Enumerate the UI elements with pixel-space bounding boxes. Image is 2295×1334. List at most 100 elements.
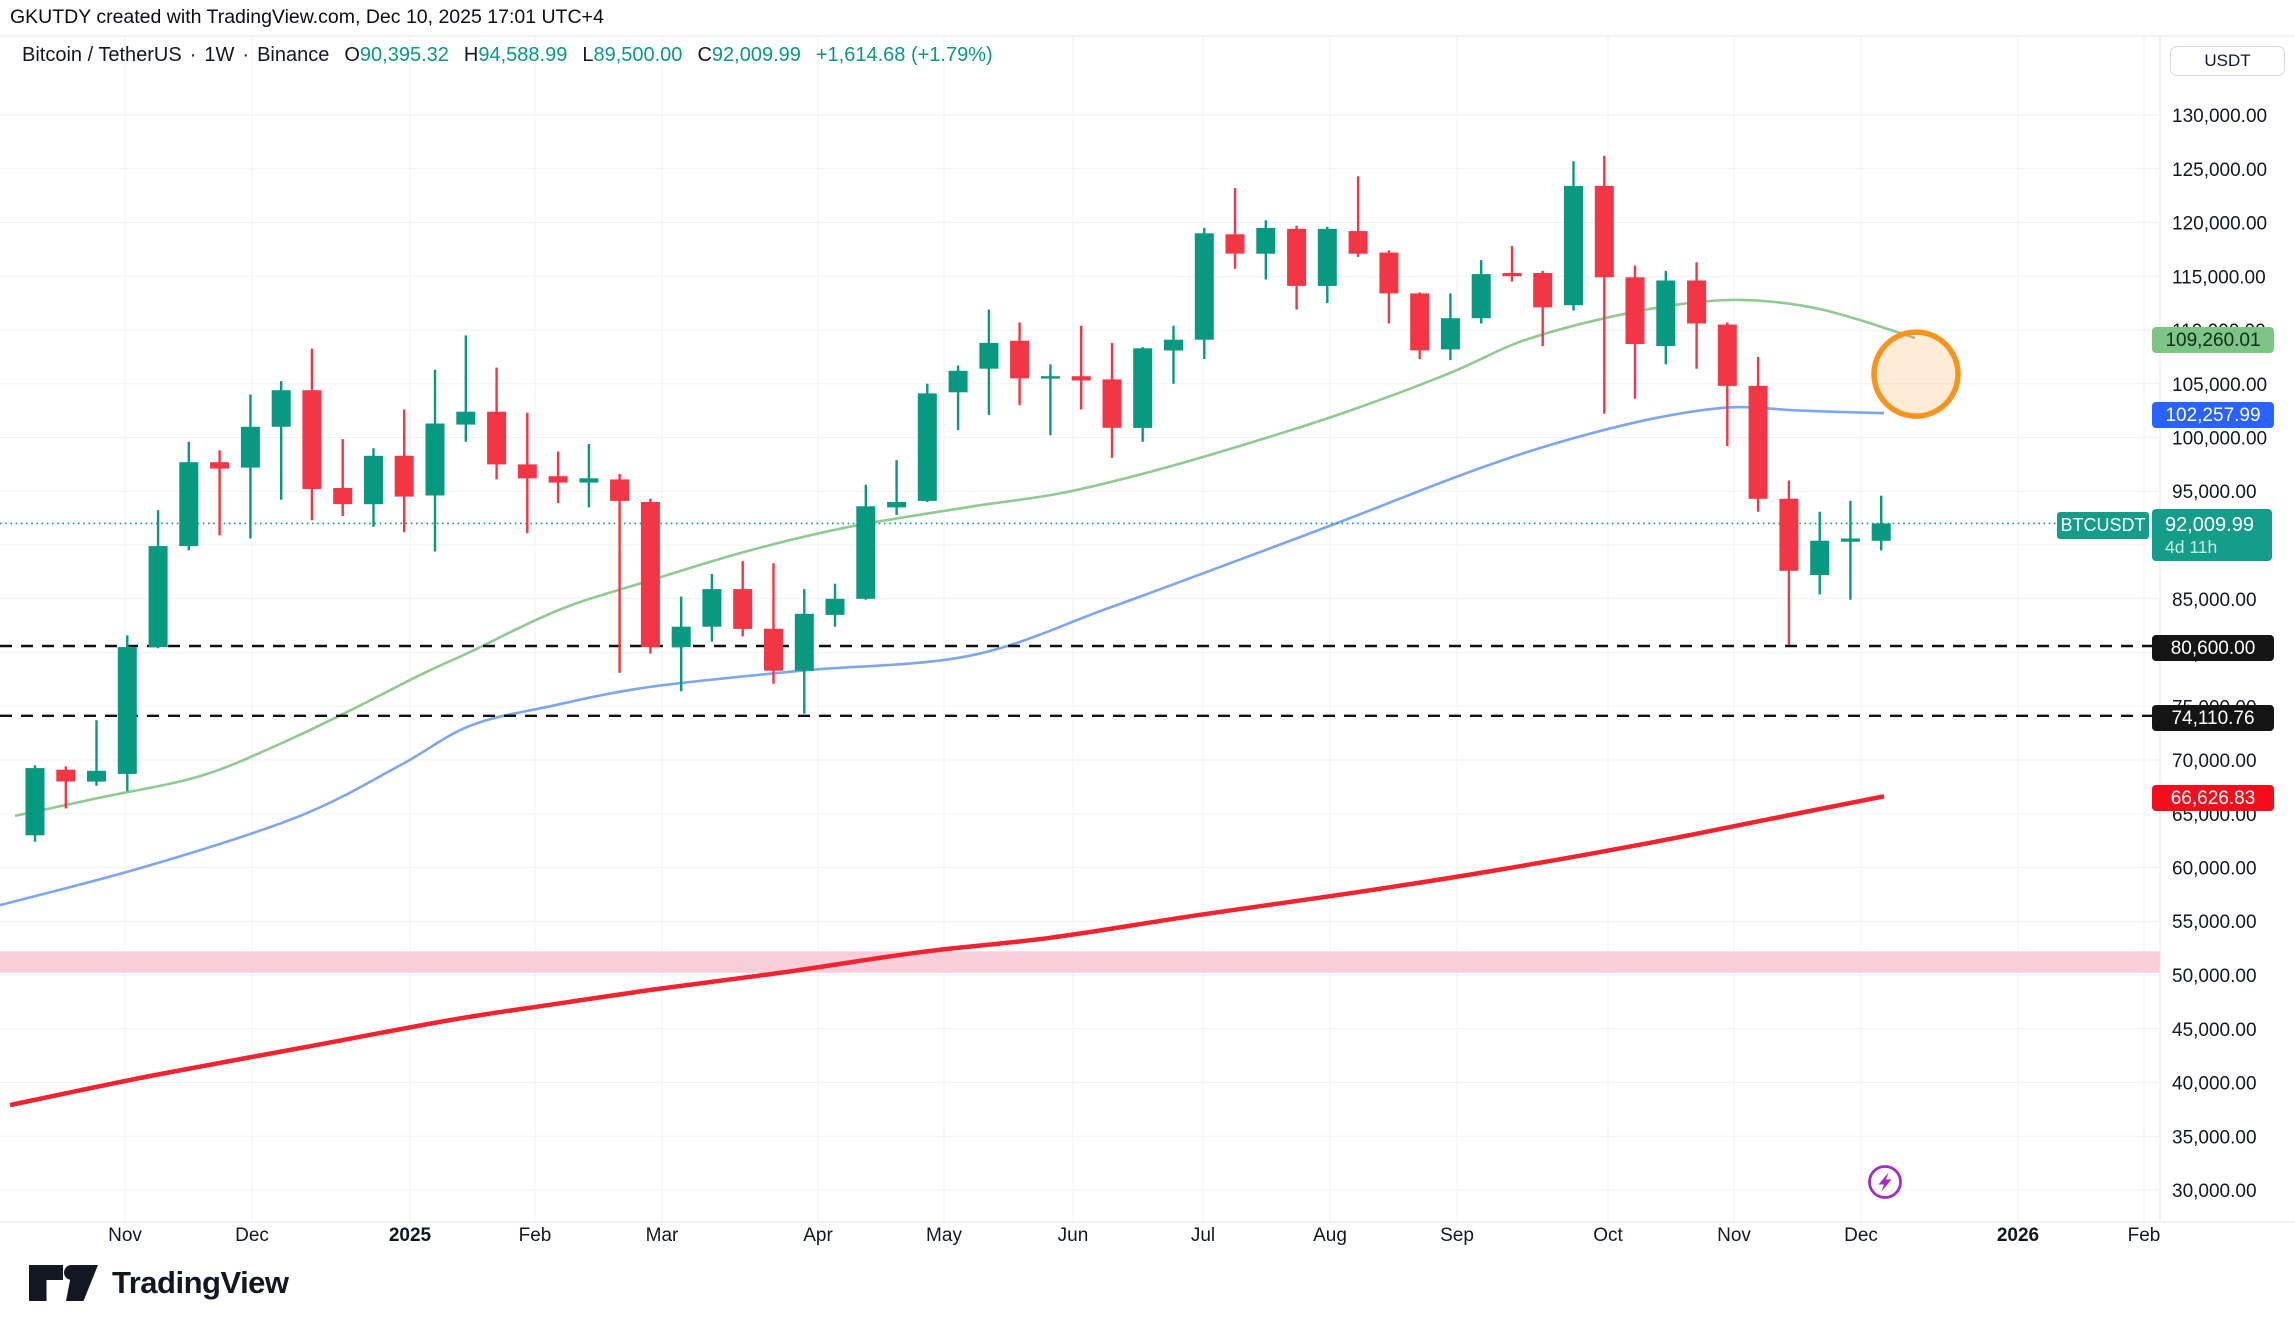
candles-layer [25, 155, 1891, 842]
candle [1225, 234, 1245, 254]
candle [1102, 379, 1122, 428]
svg-text:Jul: Jul [1191, 1225, 1215, 1246]
candle [56, 769, 76, 782]
candle [1440, 318, 1460, 350]
tradingview-logo[interactable]: TradingView [28, 1262, 289, 1304]
exchange-label: Binance [257, 44, 330, 66]
svg-text:Sep: Sep [1440, 1225, 1474, 1246]
attribution-text: GKUTDY created with TradingView.com, Dec… [10, 6, 604, 28]
svg-text:130,000.00: 130,000.00 [2172, 106, 2267, 127]
candle [333, 488, 353, 505]
svg-text:100,000.00: 100,000.00 [2172, 429, 2267, 450]
symbol-tag: BTCUSDT [2057, 512, 2149, 539]
candle [1071, 376, 1091, 381]
svg-text:55,000.00: 55,000.00 [2172, 912, 2257, 933]
svg-text:Dec: Dec [1844, 1225, 1878, 1246]
pink-zone-band [0, 951, 2160, 973]
svg-text:40,000.00: 40,000.00 [2172, 1074, 2257, 1095]
candle [1256, 227, 1276, 254]
candle [425, 423, 445, 496]
svg-text:Nov: Nov [1717, 1225, 1751, 1246]
candle [1317, 228, 1337, 286]
flash-icon [1868, 1165, 1902, 1199]
candle [979, 342, 999, 369]
ma-green-price-label: 109,260.01 [2152, 327, 2274, 353]
svg-text:Aug: Aug [1313, 1225, 1347, 1246]
candle [825, 598, 845, 615]
svg-text:Feb: Feb [2128, 1225, 2161, 1246]
svg-text:115,000.00: 115,000.00 [2172, 267, 2266, 288]
svg-text:2025: 2025 [389, 1225, 432, 1246]
svg-text:35,000.00: 35,000.00 [2172, 1127, 2257, 1148]
svg-text:60,000.00: 60,000.00 [2172, 859, 2257, 880]
candle [887, 502, 907, 508]
candle [548, 476, 568, 483]
low-value: L89,500.00 [582, 44, 683, 66]
candle [117, 647, 137, 774]
change-value: +1,614.68 (+1.79%) [815, 44, 993, 66]
currency-unit-button[interactable]: USDT [2170, 46, 2285, 76]
candle [917, 393, 937, 501]
ma-blue-price-label: 102,257.99 [2152, 402, 2274, 428]
candle [148, 546, 168, 648]
ma-red-line [9, 794, 1885, 1108]
svg-text:125,000.00: 125,000.00 [2172, 160, 2267, 181]
svg-text:30,000.00: 30,000.00 [2172, 1181, 2257, 1202]
candle [1287, 228, 1307, 286]
close-value: C92,009.99 [697, 44, 801, 66]
open-value: O90,395.32 [344, 44, 449, 66]
candle [1164, 339, 1183, 351]
svg-text:May: May [926, 1225, 962, 1246]
high-value: H94,588.99 [463, 44, 568, 66]
chart-legend: Bitcoin / TetherUS · 1W · Binance O90,39… [22, 44, 993, 67]
svg-text:45,000.00: 45,000.00 [2172, 1020, 2257, 1041]
candle [794, 613, 814, 671]
candle [856, 506, 876, 599]
last-price-value: 92,009.99 [2165, 513, 2254, 536]
candle [640, 502, 660, 648]
candle [1348, 231, 1368, 254]
svg-text:Nov: Nov [108, 1225, 142, 1246]
interval-label: 1W [204, 44, 235, 66]
candle [1471, 274, 1491, 319]
price-axis-labels: 30,000.00 35,000.00 40,000.00 45,000.00 50,0… [2172, 106, 2267, 1202]
candle [1133, 348, 1153, 428]
candle [240, 426, 260, 468]
candle [1410, 293, 1430, 351]
candle [1040, 376, 1060, 379]
svg-text:Apr: Apr [803, 1225, 833, 1246]
svg-text:2026: 2026 [1997, 1225, 2039, 1246]
upper-level-price-label: 80,600.00 [2152, 635, 2274, 661]
svg-text:95,000.00: 95,000.00 [2172, 482, 2257, 503]
svg-text:70,000.00: 70,000.00 [2172, 751, 2257, 772]
candle [302, 390, 322, 490]
candle [702, 589, 722, 627]
lower-level-price-label: 74,110.76 [2152, 705, 2274, 731]
candle [271, 390, 291, 427]
svg-text:85,000.00: 85,000.00 [2172, 590, 2257, 611]
candle [1717, 324, 1737, 386]
bar-countdown: 4d 11h [2165, 536, 2218, 557]
svg-text:Feb: Feb [519, 1225, 552, 1246]
candle [487, 411, 507, 465]
candle [948, 370, 968, 393]
candle [1840, 538, 1860, 542]
highlight-circle-annotation [1871, 329, 1961, 419]
svg-text:120,000.00: 120,000.00 [2172, 214, 2267, 235]
candle [210, 462, 230, 469]
candle [733, 589, 753, 629]
candle [1748, 385, 1768, 499]
candle [25, 768, 45, 836]
svg-text:Dec: Dec [235, 1225, 269, 1246]
candle [610, 479, 630, 501]
candle [671, 626, 691, 648]
candle [1810, 540, 1830, 576]
svg-text:Oct: Oct [1593, 1225, 1623, 1246]
gridlines [0, 36, 2160, 1222]
svg-text:50,000.00: 50,000.00 [2172, 966, 2257, 987]
candle [1564, 185, 1583, 306]
candle [364, 455, 383, 505]
candle [1687, 280, 1707, 324]
